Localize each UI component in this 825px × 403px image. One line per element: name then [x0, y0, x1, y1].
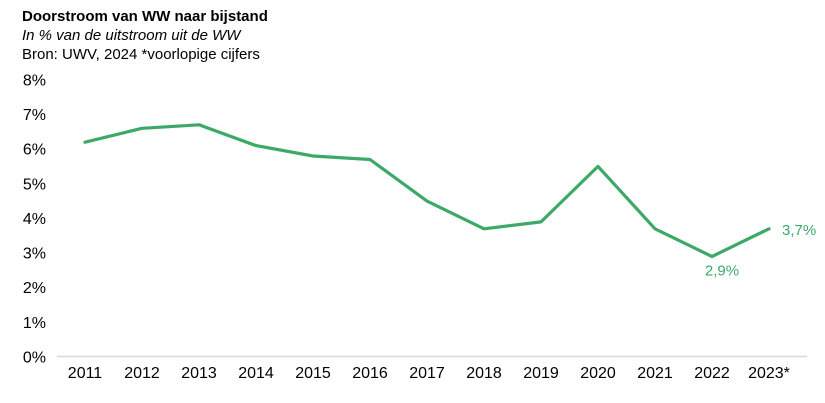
chart-subtitle: In % van de uitstroom uit de WW [22, 27, 241, 44]
chart-source-note: Bron: UWV, 2024 *voorlopige cijfers [22, 46, 260, 63]
x-tick-label: 2012 [124, 365, 160, 382]
data-point-label: 3,7% [782, 222, 816, 239]
y-tick-label: 0% [23, 350, 46, 367]
x-tick-label: 2021 [637, 365, 673, 382]
x-tick-label: 2013 [181, 365, 217, 382]
y-tick-label: 6% [23, 142, 46, 159]
y-tick-label: 1% [23, 315, 46, 332]
trend-line-ww-naar-bijstand [83, 123, 771, 259]
y-tick-label: 4% [23, 211, 46, 228]
x-tick-label: 2015 [295, 365, 331, 382]
x-tick-label: 2019 [523, 365, 559, 382]
y-tick-label: 3% [23, 246, 46, 263]
x-tick-label: 2020 [580, 365, 616, 382]
y-tick-label: 2% [23, 280, 46, 297]
chart-header: Doorstroom van WW naar bijstand In % van… [22, 7, 268, 64]
x-tick-label: 2017 [409, 365, 445, 382]
chart-title: Doorstroom van WW naar bijstand [22, 8, 268, 25]
x-tick-label: 2018 [466, 365, 502, 382]
y-tick-label: 5% [23, 176, 46, 193]
data-point-label: 2,9% [705, 263, 739, 280]
x-tick-label: 2016 [352, 365, 388, 382]
x-tick-label: 2023* [748, 365, 790, 382]
x-tick-label: 2022 [694, 365, 730, 382]
x-tick-label: 2011 [68, 365, 103, 382]
y-tick-label: 7% [23, 107, 46, 124]
y-tick-label: 8% [23, 72, 46, 89]
x-tick-label: 2014 [238, 365, 274, 382]
